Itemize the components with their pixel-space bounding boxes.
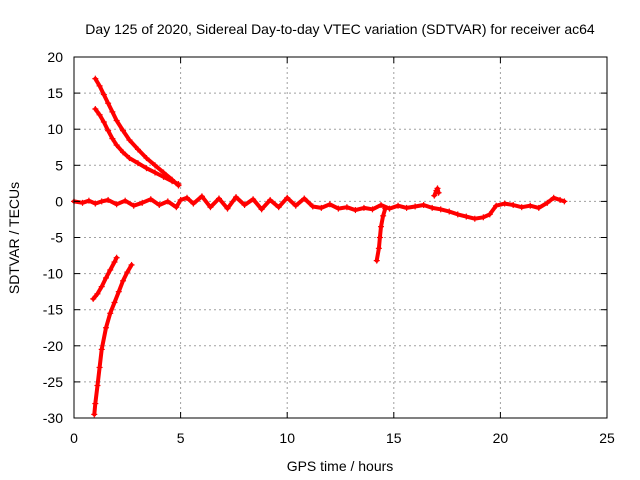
y-tick-label: -25 xyxy=(43,374,63,390)
series-trace xyxy=(93,76,181,188)
y-tick-label: -15 xyxy=(43,302,63,318)
y-tick-label: -10 xyxy=(43,266,63,282)
series-lower-track-a xyxy=(90,254,120,302)
x-tick-label: 0 xyxy=(70,430,78,446)
x-tick-label: 10 xyxy=(279,430,295,446)
x-ticks: 0 5 10 15 20 25 xyxy=(70,57,615,446)
y-tick-label: 15 xyxy=(47,85,63,101)
y-tick-label: 5 xyxy=(55,157,63,173)
series-main-band xyxy=(71,193,568,222)
y-axis-label: SDTVAR / TECUs xyxy=(6,182,22,294)
y-tick-label: -20 xyxy=(43,338,63,354)
y-tick-label: 0 xyxy=(55,193,63,209)
series-trace xyxy=(432,186,441,198)
x-tick-label: 25 xyxy=(599,430,615,446)
data-points xyxy=(71,75,568,418)
chart-title: Day 125 of 2020, Sidereal Day-to-day VTE… xyxy=(85,21,595,37)
x-axis-label: GPS time / hours xyxy=(287,458,394,474)
y-ticks: -30 -25 -20 -15 -10 -5 0 5 10 15 20 xyxy=(43,49,607,426)
grid xyxy=(74,57,607,418)
series-trace xyxy=(93,107,181,187)
x-tick-label: 20 xyxy=(493,430,509,446)
series-lower-track-b xyxy=(91,261,135,418)
y-tick-label: 20 xyxy=(47,49,63,65)
series-trace xyxy=(92,262,134,417)
y-tick-label: -5 xyxy=(51,230,64,246)
series-spike-14h xyxy=(373,205,389,264)
y-tick-label: 10 xyxy=(47,121,63,137)
series-trace xyxy=(374,206,388,263)
y-tick-label: -30 xyxy=(43,410,63,426)
series-trace xyxy=(72,194,567,221)
series-trace xyxy=(91,255,119,301)
series-spike-17h xyxy=(431,185,442,199)
series-upper-track-b xyxy=(92,105,182,188)
series-upper-track-a xyxy=(92,75,182,189)
x-tick-label: 15 xyxy=(386,430,402,446)
x-tick-label: 5 xyxy=(177,430,185,446)
